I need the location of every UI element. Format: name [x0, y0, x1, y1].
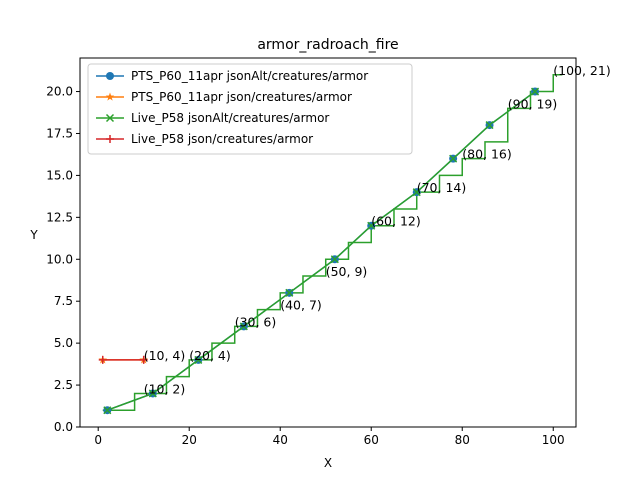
legend-swatch-marker: [106, 135, 114, 143]
series-2-point: [103, 406, 112, 415]
series-2-point: [285, 288, 294, 297]
legend-label: Live_P58 jsonAlt/creatures/armor: [131, 111, 329, 125]
point-annotation: (40, 7): [280, 298, 322, 313]
series-2-point: [449, 154, 458, 163]
y-tick-label: 0.0: [54, 420, 73, 434]
point-annotation: (10, 2): [144, 381, 186, 396]
series-2-point: [367, 221, 376, 230]
x-tick-label: 0: [94, 433, 102, 447]
point-annotation: (20, 4): [189, 348, 231, 363]
point-annotation: (90, 19): [508, 96, 558, 111]
series-2-point: [412, 188, 421, 197]
legend-box: [87, 63, 413, 155]
point-annotation: (100, 21): [553, 63, 610, 78]
point-annotation: (80, 16): [462, 147, 512, 162]
series-3-point: [139, 355, 148, 364]
point-annotation: (60, 12): [371, 214, 421, 229]
y-tick-label: 2.5: [54, 378, 73, 392]
x-tick-label: 80: [455, 433, 470, 447]
x-tick-label: 100: [542, 433, 565, 447]
y-tick-label: 15.0: [46, 168, 73, 182]
point-annotation: (70, 14): [417, 180, 467, 195]
x-tick-label: 20: [182, 433, 197, 447]
plot-area: [98, 74, 563, 415]
y-tick-label: 7.5: [54, 294, 73, 308]
legend-label: Live_P58 json/creatures/armor: [131, 132, 313, 146]
series-2-point: [330, 255, 339, 264]
y-tick-label: 10.0: [46, 252, 73, 266]
x-tick-label: 40: [273, 433, 288, 447]
legend-swatch-marker: [105, 92, 115, 101]
series-3-point: [98, 355, 107, 364]
series-2-point: [239, 322, 248, 331]
point-annotation: (30, 6): [235, 314, 277, 329]
y-tick-label: 20.0: [46, 85, 73, 99]
y-tick-label: 17.5: [46, 126, 73, 140]
y-axis-label: Y: [29, 228, 38, 242]
y-tick-label: 12.5: [46, 210, 73, 224]
series-2-point: [531, 87, 540, 96]
legend-label: PTS_P60_11apr jsonAlt/creatures/armor: [131, 69, 368, 83]
x-tick-label: 60: [364, 433, 379, 447]
plot-frame: [79, 57, 577, 428]
legend-swatch-marker: [106, 72, 114, 80]
y-axis: 0.0 2.5 5.0 7.5 10.0 12.5 15.0 17.5 20.0: [46, 85, 80, 434]
point-annotation: (50, 9): [326, 264, 368, 279]
series-2-point: [148, 389, 157, 398]
point-annotations: (10, 2) (10, 4) (20, 4) (30, 6)(40, 7) (50, …: [144, 63, 611, 397]
series-2-point: [485, 121, 494, 130]
series-2-point: [194, 355, 203, 364]
point-annotation: (10, 4): [144, 348, 186, 363]
y-tick-label: 5.0: [54, 336, 73, 350]
x-axis-label: X: [324, 456, 332, 470]
legend-label: PTS_P60_11apr json/creatures/armor: [131, 90, 352, 104]
legend-swatch-marker: [105, 113, 115, 123]
legend: PTS_P60_11apr jsonAlt/creatures/armor PTS…: [87, 63, 413, 155]
chart-title: armor_radroach_fire: [257, 37, 398, 53]
x-axis: 0 20 40 60 80 100: [94, 427, 565, 447]
